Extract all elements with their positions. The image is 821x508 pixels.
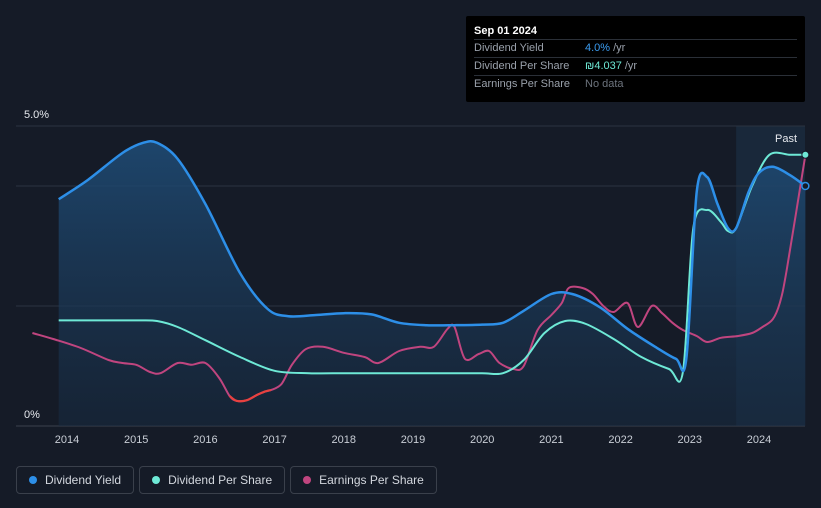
legend-dot-icon — [303, 476, 312, 484]
x-tick-label: 2017 — [262, 434, 286, 446]
x-tick-label: 2024 — [747, 434, 771, 446]
dividend-yield-end-marker — [801, 181, 810, 191]
x-tick-label: 2016 — [193, 434, 217, 446]
x-tick-label: 2014 — [55, 434, 79, 446]
tooltip-value: No data — [585, 78, 624, 90]
legend-item-dividend-yield[interactable]: Dividend Yield — [16, 466, 135, 494]
tooltip-label: Dividend Per Share — [474, 60, 570, 72]
legend-label: Dividend Per Share — [168, 473, 273, 487]
x-tick-label: 2018 — [332, 434, 356, 446]
x-tick-label: 2020 — [470, 434, 494, 446]
y-tick-label: 5.0% — [24, 109, 49, 121]
earnings-per-share-negative-segment — [228, 388, 272, 403]
legend-label: Earnings Per Share — [319, 473, 424, 487]
tooltip-label: Dividend Yield — [474, 42, 544, 54]
legend-item-earnings-per-share[interactable]: Earnings Per Share — [290, 466, 437, 494]
tooltip-row-earnings-per-share: Earnings Per Share No data — [474, 75, 797, 93]
dividend-yield-area — [58, 141, 806, 426]
tooltip-unit: /yr — [613, 42, 626, 54]
x-tick-label: 2021 — [539, 434, 563, 446]
y-tick-label: 0% — [24, 409, 40, 421]
tooltip-panel: Sep 01 2024 Dividend Yield 4.0%/yr Divid… — [466, 16, 805, 102]
past-label: Past — [775, 133, 797, 145]
tooltip-value: 4.0% — [585, 42, 611, 54]
tooltip-row-dividend-yield: Dividend Yield 4.0%/yr — [474, 39, 797, 57]
legend-item-dividend-per-share[interactable]: Dividend Per Share — [139, 466, 286, 494]
dividend-per-share-line — [58, 151, 806, 383]
tooltip-unit: /yr — [624, 60, 638, 72]
legend-dot-icon — [152, 476, 161, 484]
dividend-yield-line — [58, 139, 807, 373]
tooltip-value: ₪4.037 — [585, 60, 622, 72]
x-tick-label: 2023 — [678, 434, 702, 446]
tooltip-date: Sep 01 2024 — [474, 25, 537, 37]
tooltip-row-dividend-per-share: Dividend Per Share ₪4.037/yr — [474, 57, 797, 75]
x-tick-label: 2019 — [401, 434, 425, 446]
x-tick-label: 2015 — [124, 434, 148, 446]
legend-dot-icon — [29, 476, 37, 484]
legend-label: Dividend Yield — [45, 473, 122, 487]
tooltip-label: Earnings Per Share — [474, 78, 570, 90]
dividend-per-share-end-marker — [801, 150, 810, 159]
legend: Dividend Yield Dividend Per Share Earnin… — [16, 466, 437, 494]
x-tick-label: 2022 — [608, 434, 632, 446]
